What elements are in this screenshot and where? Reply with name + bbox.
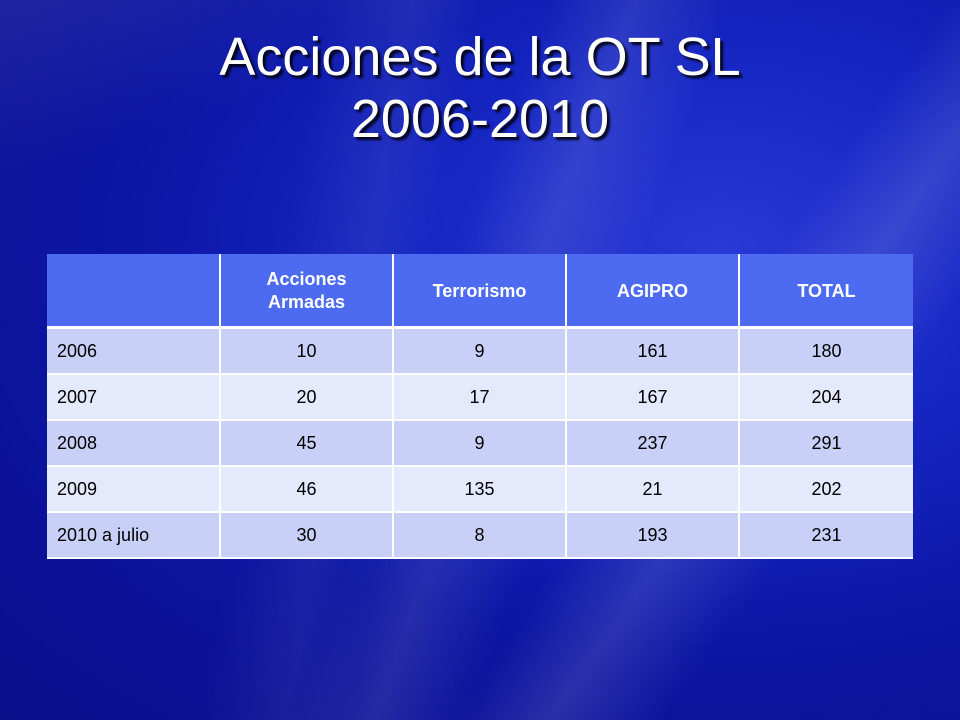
- table-cell-acciones-armadas: 46: [220, 466, 394, 513]
- header-cell-terrorismo: Terrorismo: [393, 254, 567, 329]
- table-header-row: Acciones Armadas Terrorismo AGIPRO TOTAL: [47, 254, 913, 329]
- table-cell-total: 204: [739, 374, 913, 421]
- table-cell-total: 202: [739, 466, 913, 513]
- table-cell-total: 180: [739, 327, 913, 375]
- table-cell-year: 2009: [47, 466, 221, 513]
- table-cell-agipro: 21: [566, 466, 740, 513]
- table-cell-year: 2006: [47, 327, 221, 375]
- table-row: 2006 10 9 161 180: [47, 327, 913, 375]
- table-cell-terrorismo: 17: [393, 374, 567, 421]
- table-cell-acciones-armadas: 10: [220, 327, 394, 375]
- table-cell-year: 2010 a julio: [47, 512, 221, 559]
- slide-title-line2: 2006-2010: [350, 89, 610, 149]
- table-cell-terrorismo: 8: [393, 512, 567, 559]
- table-cell-acciones-armadas: 30: [220, 512, 394, 559]
- table-row: 2008 45 9 237 291: [47, 420, 913, 467]
- table-cell-acciones-armadas: 20: [220, 374, 394, 421]
- table-cell-agipro: 193: [566, 512, 740, 559]
- table-cell-total: 231: [739, 512, 913, 559]
- data-table: Acciones Armadas Terrorismo AGIPRO TOTAL…: [47, 254, 913, 559]
- table-cell-total: 291: [739, 420, 913, 467]
- table-cell-year: 2007: [47, 374, 221, 421]
- header-cell-acciones-armadas: Acciones Armadas: [220, 254, 394, 329]
- table-cell-agipro: 237: [566, 420, 740, 467]
- slide-title: Acciones de la OT SL 2006-2010: [0, 26, 960, 150]
- table-row: 2007 20 17 167 204: [47, 374, 913, 421]
- table-cell-agipro: 167: [566, 374, 740, 421]
- slide-title-line1: Acciones de la OT SL: [219, 27, 741, 87]
- table-cell-year: 2008: [47, 420, 221, 467]
- table-cell-terrorismo: 9: [393, 420, 567, 467]
- table-cell-terrorismo: 135: [393, 466, 567, 513]
- table-row: 2009 46 135 21 202: [47, 466, 913, 513]
- table-row: 2010 a julio 30 8 193 231: [47, 512, 913, 559]
- table-cell-acciones-armadas: 45: [220, 420, 394, 467]
- header-cell-total: TOTAL: [739, 254, 913, 329]
- table-cell-agipro: 161: [566, 327, 740, 375]
- header-cell-agipro: AGIPRO: [566, 254, 740, 329]
- header-cell-empty: [47, 254, 221, 329]
- table-cell-terrorismo: 9: [393, 327, 567, 375]
